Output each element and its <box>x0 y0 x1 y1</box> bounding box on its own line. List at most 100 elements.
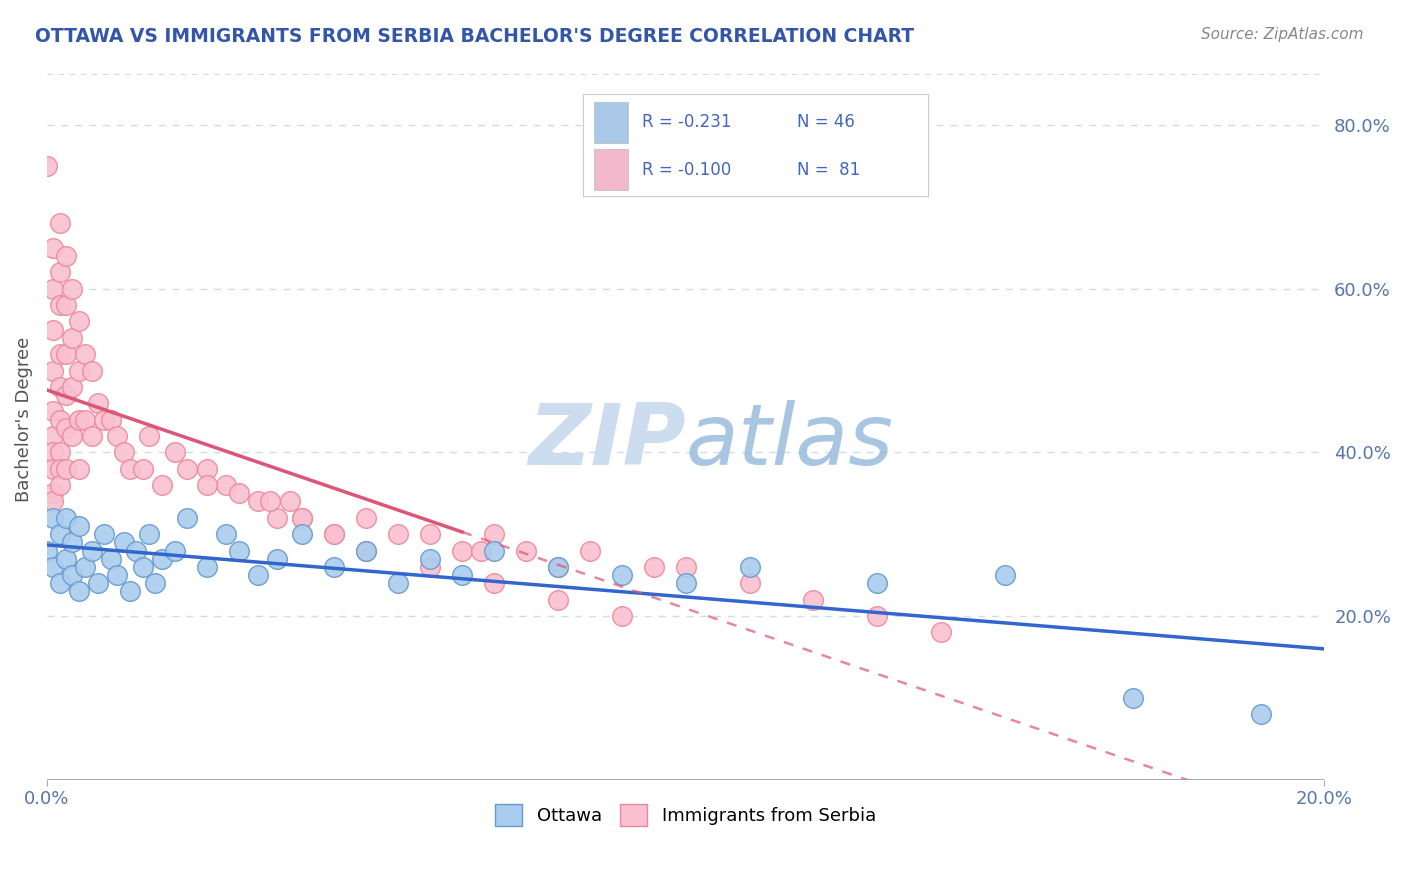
Point <box>87 396 110 410</box>
Point <box>738 560 761 574</box>
Point <box>579 543 602 558</box>
Point <box>323 527 346 541</box>
Point <box>62 331 84 345</box>
Point <box>291 527 314 541</box>
Point <box>105 429 128 443</box>
Point <box>67 412 90 426</box>
Point <box>67 314 90 328</box>
Point <box>48 461 70 475</box>
Point <box>803 592 825 607</box>
Point <box>62 535 84 549</box>
Point <box>738 576 761 591</box>
Point <box>145 576 167 591</box>
Point <box>451 543 474 558</box>
Point <box>48 478 70 492</box>
Point <box>62 429 84 443</box>
Point <box>42 494 65 508</box>
Point <box>42 486 65 500</box>
Point <box>291 510 314 524</box>
Point <box>228 543 250 558</box>
Point <box>1122 690 1144 705</box>
Point <box>547 560 569 574</box>
Point <box>48 265 70 279</box>
Point <box>610 609 633 624</box>
Point <box>42 461 65 475</box>
Point <box>67 363 90 377</box>
Point <box>42 560 65 574</box>
Point <box>356 543 378 558</box>
Point <box>176 461 198 475</box>
Point <box>419 560 441 574</box>
Point <box>80 363 103 377</box>
Text: OTTAWA VS IMMIGRANTS FROM SERBIA BACHELOR'S DEGREE CORRELATION CHART: OTTAWA VS IMMIGRANTS FROM SERBIA BACHELO… <box>35 27 914 45</box>
Point <box>195 560 218 574</box>
Point <box>100 551 122 566</box>
Point <box>266 551 288 566</box>
Point <box>42 282 65 296</box>
Point <box>482 576 505 591</box>
Text: N = 46: N = 46 <box>797 113 855 131</box>
Point <box>150 478 173 492</box>
Point <box>55 347 77 361</box>
Point <box>419 527 441 541</box>
Point <box>48 527 70 541</box>
Y-axis label: Bachelor's Degree: Bachelor's Degree <box>15 337 32 502</box>
Point <box>215 478 238 492</box>
Point <box>75 412 97 426</box>
Point <box>112 445 135 459</box>
Point <box>42 363 65 377</box>
Point <box>131 560 153 574</box>
Point <box>138 429 160 443</box>
Point <box>62 282 84 296</box>
Point <box>42 323 65 337</box>
Text: R = -0.231: R = -0.231 <box>643 113 731 131</box>
Text: Source: ZipAtlas.com: Source: ZipAtlas.com <box>1201 27 1364 42</box>
Point <box>323 527 346 541</box>
Point <box>118 461 141 475</box>
Point <box>163 543 186 558</box>
Point <box>48 576 70 591</box>
Point <box>131 461 153 475</box>
Point <box>176 510 198 524</box>
Point <box>675 560 697 574</box>
Point <box>62 380 84 394</box>
Point <box>55 421 77 435</box>
Point <box>35 543 58 558</box>
Point <box>356 543 378 558</box>
Point <box>55 461 77 475</box>
FancyBboxPatch shape <box>593 102 628 143</box>
Point <box>259 494 281 508</box>
Point <box>266 510 288 524</box>
Text: R = -0.100: R = -0.100 <box>643 161 731 178</box>
Point <box>150 551 173 566</box>
Point <box>112 535 135 549</box>
Point <box>55 298 77 312</box>
Point <box>246 494 269 508</box>
FancyBboxPatch shape <box>593 149 628 190</box>
Point <box>62 568 84 582</box>
Point <box>55 249 77 263</box>
Text: atlas: atlas <box>686 400 894 483</box>
Point <box>93 527 115 541</box>
Point <box>67 519 90 533</box>
Point <box>48 445 70 459</box>
Point <box>55 551 77 566</box>
Text: N =  81: N = 81 <box>797 161 860 178</box>
Point <box>80 429 103 443</box>
Point <box>35 159 58 173</box>
Point <box>675 576 697 591</box>
Point <box>42 241 65 255</box>
Point <box>515 543 537 558</box>
Point <box>246 568 269 582</box>
Legend: Ottawa, Immigrants from Serbia: Ottawa, Immigrants from Serbia <box>486 796 884 836</box>
Point <box>547 592 569 607</box>
Point <box>87 576 110 591</box>
Point <box>138 527 160 541</box>
Point <box>866 609 889 624</box>
Point <box>547 560 569 574</box>
Point <box>482 543 505 558</box>
Point <box>419 551 441 566</box>
Point <box>163 445 186 459</box>
Point <box>48 298 70 312</box>
Point <box>125 543 148 558</box>
